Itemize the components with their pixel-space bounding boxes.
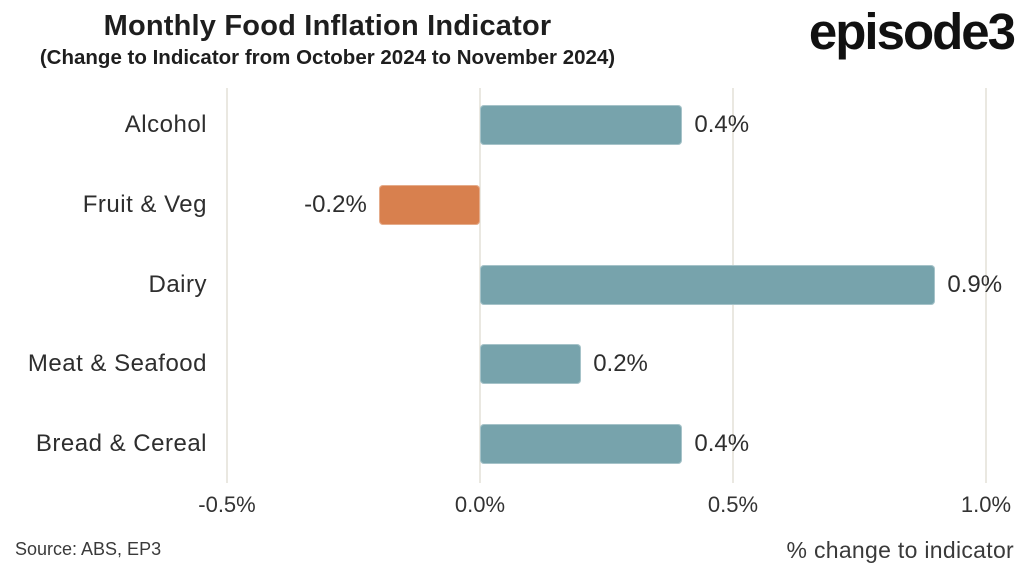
category-label: Bread & Cereal (35, 430, 207, 458)
plot-area: Alcohol 0.4% Fruit & Veg -0.2% Dairy 0.9% Meat… (0, 88, 1024, 483)
x-tick-label: 1.0% (960, 492, 1012, 517)
bar-bread-cereal (480, 424, 683, 465)
value-label: 0.9% (947, 270, 1003, 298)
bar-meat-seafood (480, 344, 582, 385)
episode3-logo: episode3 (808, 3, 1016, 60)
chart-title: Monthly Food Inflation Indicator (103, 10, 552, 42)
category-label: Dairy (148, 270, 207, 298)
x-axis-label: % change to indicator (786, 537, 1014, 563)
value-label: 0.4% (694, 111, 750, 138)
value-label: 0.4% (694, 430, 750, 458)
category-label: Alcohol (124, 111, 207, 138)
gridline--0.5% (226, 88, 228, 483)
bar-fruit-veg (378, 184, 480, 225)
bar-dairy (480, 264, 936, 305)
value-label: -0.2% (304, 190, 367, 218)
category-label: Fruit & Veg (82, 190, 207, 218)
x-tick-label: 0.0% (454, 492, 506, 517)
value-label: 0.2% (593, 350, 648, 378)
category-label: Meat & Seafood (27, 350, 207, 378)
gridline-1.0% (985, 88, 987, 483)
bar-alcohol (480, 105, 683, 145)
title-block: Monthly Food Inflation Indicator (Change… (0, 10, 655, 70)
source-note: Source: ABS, EP3 (15, 539, 162, 559)
chart-subtitle: (Change to Indicator from October 2024 t… (39, 46, 616, 69)
x-tick-label: -0.5% (198, 492, 256, 517)
x-tick-label: 0.5% (707, 492, 759, 517)
